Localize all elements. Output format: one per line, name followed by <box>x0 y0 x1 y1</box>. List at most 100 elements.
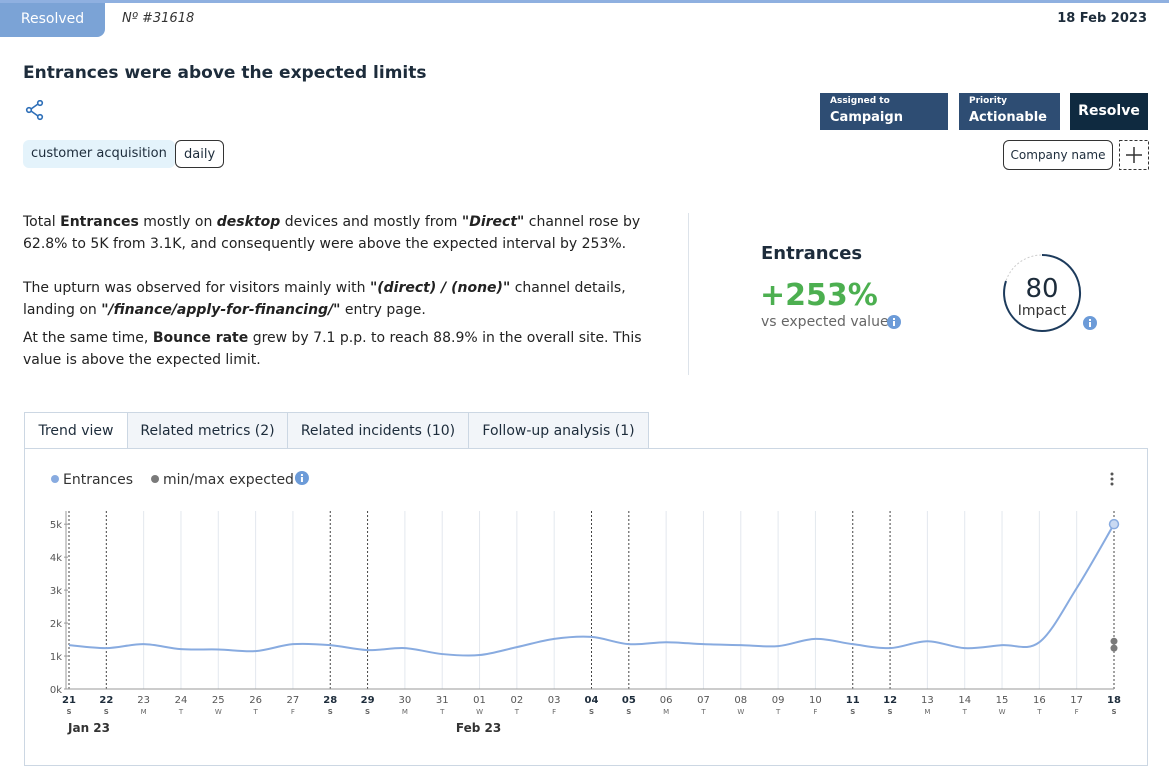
summary-change-label: vs expected value <box>761 314 889 330</box>
weekday-label: M <box>924 708 930 716</box>
assign-label: Assigned to <box>830 96 890 106</box>
text-segment: Total <box>23 214 61 230</box>
weekday-label: S <box>1111 708 1116 716</box>
text-segment: entry page. <box>340 302 426 318</box>
x-tick-label: 21 <box>62 695 76 706</box>
info-glyph <box>300 477 303 482</box>
weekday-label: S <box>589 708 594 716</box>
end-point <box>1108 518 1120 530</box>
x-tick-label: 11 <box>846 695 860 706</box>
x-tick-label: 09 <box>772 695 785 706</box>
menu-icon[interactable] <box>1110 472 1114 486</box>
tag[interactable]: daily <box>175 140 225 168</box>
summary-change: +253% <box>760 278 878 313</box>
text-segment: desktop <box>216 214 281 230</box>
weekday-label: W <box>737 708 744 716</box>
x-tick-label: 31 <box>436 695 449 706</box>
x-tick-label: 22 <box>99 695 113 706</box>
month-label: Feb 23 <box>456 721 501 735</box>
assign-value: Campaign team <box>830 110 903 144</box>
text-segment: devices and mostly from <box>280 214 462 230</box>
weekday-label: T <box>252 708 258 716</box>
x-tick-label: 25 <box>212 695 225 706</box>
text-segment: grew by 7.1 p.p. to reach 88.9% in the o… <box>23 330 642 368</box>
x-tick-label: 27 <box>287 695 300 706</box>
weekday-label: T <box>1036 708 1042 716</box>
description: Total Entrances mostly on desktop device… <box>23 211 663 377</box>
tab[interactable]: Related metrics (2) <box>127 412 288 449</box>
weekday-label: S <box>365 708 370 716</box>
text-segment: "Direct" <box>461 214 525 230</box>
text-segment: "(direct) / (none)" <box>369 280 511 296</box>
legend-marker <box>51 475 59 483</box>
text-segment: At the same time, <box>23 330 153 346</box>
x-tick-label: 14 <box>958 695 971 706</box>
y-tick-label: 0k <box>50 685 62 696</box>
incident-title: Entrances were above the expected limits <box>23 63 427 83</box>
paragraph: At the same time, Bounce rate grew by 7.… <box>23 327 663 371</box>
weekday-label: W <box>215 708 222 716</box>
weekday-label: T <box>439 708 445 716</box>
x-tick-label: 30 <box>399 695 412 706</box>
summary-metric: Entrances <box>761 243 863 264</box>
x-tick-label: 06 <box>660 695 673 706</box>
impact-score: 80 <box>1025 274 1058 304</box>
tag[interactable]: customer acquisition <box>23 140 175 168</box>
tab[interactable]: Follow-up analysis (1) <box>468 412 649 449</box>
month-label: Jan 23 <box>67 721 110 735</box>
x-tick-label: 04 <box>585 695 599 706</box>
weekday-label: S <box>66 708 71 716</box>
x-tick-label: 13 <box>921 695 934 706</box>
add-button[interactable] <box>1119 140 1149 170</box>
info-icon[interactable] <box>886 314 902 330</box>
share-icon[interactable] <box>25 100 45 122</box>
expected-bound <box>1110 637 1118 645</box>
paragraph: The upturn was observed for visitors mai… <box>23 277 663 321</box>
text-segment: The upturn was observed for visitors mai… <box>23 280 370 296</box>
weekday-label: S <box>626 708 631 716</box>
y-tick-label: 3k <box>50 586 62 597</box>
text-segment: "/finance/apply-for-financing/" <box>101 302 341 318</box>
y-tick-label: 1k <box>50 652 62 663</box>
tab[interactable]: Trend view <box>24 412 128 449</box>
priority-label: Priority <box>969 96 1007 106</box>
weekday-label: F <box>291 708 295 716</box>
x-tick-label: 03 <box>548 695 561 706</box>
x-tick-label: 01 <box>473 695 486 706</box>
x-tick-label: 17 <box>1070 695 1083 706</box>
x-tick-label: 08 <box>734 695 747 706</box>
assign-dropdown[interactable]: Assigned to Campaign team <box>820 93 948 144</box>
weekday-label: F <box>552 708 556 716</box>
priority-dropdown[interactable]: Priority Actionable <box>959 93 1060 140</box>
x-tick-label: 07 <box>697 695 710 706</box>
info-glyph <box>300 474 303 476</box>
tab[interactable]: Related incidents (10) <box>287 412 469 449</box>
x-tick-label: 18 <box>1107 695 1121 706</box>
incident-date: 18 Feb 2023 <box>1057 11 1147 26</box>
resolve-button[interactable]: Resolve <box>1070 93 1148 130</box>
x-tick-label: 16 <box>1033 695 1046 706</box>
weekday-label: M <box>402 708 408 716</box>
y-tick-label: 4k <box>50 553 62 564</box>
weekday-label: T <box>700 708 706 716</box>
text-segment: Entrances <box>60 214 139 230</box>
status-badge: Resolved <box>0 3 105 37</box>
x-tick-label: 10 <box>809 695 822 706</box>
weekday-label: S <box>328 708 333 716</box>
weekday-label: M <box>663 708 669 716</box>
legend-label: Entrances <box>63 472 133 488</box>
y-tick-label: 5k <box>50 520 62 531</box>
text-segment: channel details, landing on <box>23 280 626 318</box>
weekday-label: T <box>775 708 781 716</box>
company-button[interactable]: Company name <box>1003 140 1113 170</box>
y-tick-label: 2k <box>50 619 62 630</box>
weekday-label: F <box>813 708 817 716</box>
x-tick-label: 05 <box>622 695 636 706</box>
x-tick-label: 15 <box>996 695 1009 706</box>
x-tick-label: 24 <box>175 695 188 706</box>
weekday-label: F <box>1075 708 1079 716</box>
weekday-label: T <box>962 708 968 716</box>
incident-number: Nº #31618 <box>122 11 195 26</box>
chevron <box>973 133 983 140</box>
